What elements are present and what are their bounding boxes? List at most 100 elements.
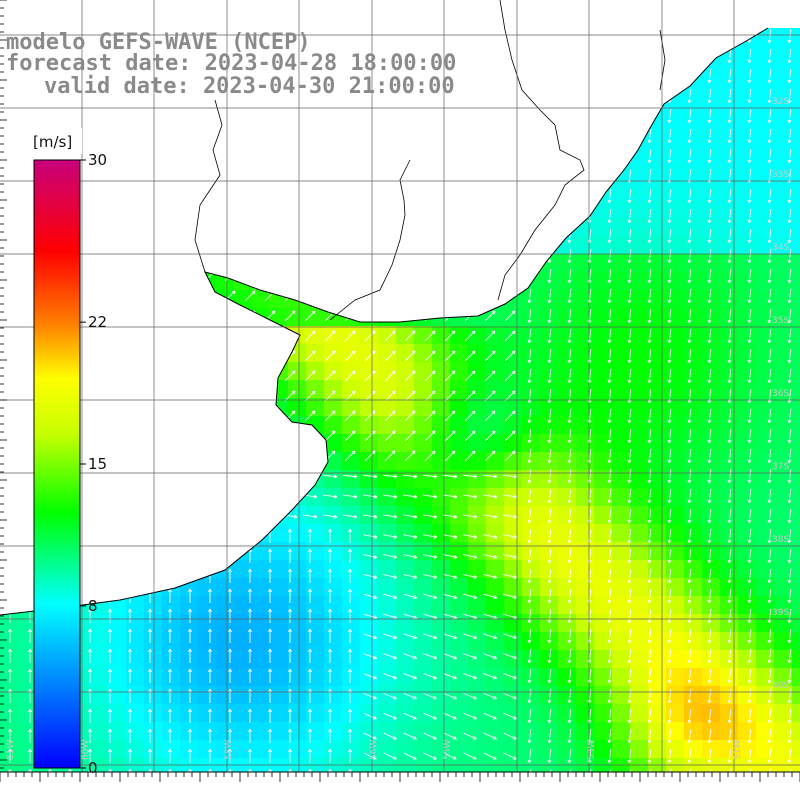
field-cell [360,596,378,614]
field-cell [126,578,144,596]
wind-arrow [244,330,256,342]
wind-arrow [24,350,36,362]
wind-arrow [208,608,212,623]
wind-arrow [727,568,732,584]
wind-arrow [328,548,332,563]
field-cell [0,488,18,506]
field-cell [522,740,540,758]
wind-arrow [184,250,196,262]
field-cell [180,218,198,236]
field-cell [198,614,216,632]
wind-arrow [384,370,396,382]
field-cell [630,632,648,650]
wind-arrow [707,548,712,564]
field-cell [792,74,800,92]
wind-arrow [104,130,116,142]
wind-arrow [627,428,632,444]
wind-arrow [164,410,176,422]
wind-arrow [83,494,98,499]
field-cell [324,578,342,596]
field-cell [684,488,702,506]
field-cell [108,128,126,146]
field-cell [432,272,450,290]
field-cell [648,704,666,722]
wind-arrow [567,148,572,164]
wind-arrow [527,348,532,364]
field-cell [270,182,288,200]
field-cell [126,614,144,632]
field-cell [378,506,396,524]
field-cell [360,110,378,128]
wind-arrow [527,268,532,284]
field-cell [684,398,702,416]
wind-arrow [627,248,632,264]
field-cell [0,344,18,362]
field-cell [666,272,684,290]
field-cell [720,146,738,164]
field-cell [396,398,414,416]
field-cell [216,434,234,452]
wind-arrow [647,568,652,584]
wind-arrow [444,190,456,202]
field-cell [594,542,612,560]
wind-arrow [747,68,752,84]
field-cell [144,524,162,542]
wind-arrow [647,468,652,484]
field-cell [252,272,270,290]
wind-arrow [607,448,612,464]
wind-arrow [304,350,316,362]
field-cell [792,128,800,146]
wind-arrow [667,428,672,444]
wind-arrow [208,528,212,543]
wind-arrow [607,208,612,224]
wind-arrow [424,430,436,442]
wind-arrow [707,348,712,364]
wind-arrow [747,428,752,444]
field-cell [252,578,270,596]
field-cell [324,560,342,578]
field-cell [306,308,324,326]
wind-arrow [707,488,712,504]
wind-arrow [104,390,116,402]
field-cell [522,182,540,200]
wind-arrow [143,514,158,519]
field-cell [684,254,702,272]
field-cell [180,668,198,686]
field-cell [792,578,800,596]
field-cell [234,488,252,506]
field-cell [666,164,684,182]
field-cell [774,146,792,164]
wind-arrow [687,588,692,604]
wind-arrow [364,330,376,342]
field-cell [252,506,270,524]
wind-arrow [707,228,712,244]
field-cell [648,416,666,434]
wind-arrow [164,210,176,222]
wind-arrow [747,48,752,64]
field-cell [666,56,684,74]
wind-arrow [787,368,792,384]
wind-arrow [188,548,192,563]
field-cell [432,254,450,272]
field-cell [414,398,432,416]
wind-arrow [547,268,552,284]
field-cell [774,560,792,578]
field-cell [288,398,306,416]
field-cell [198,632,216,650]
field-cell [234,290,252,308]
field-cell [450,542,468,560]
field-cell [432,488,450,506]
field-cell [774,74,792,92]
wind-arrow [363,534,378,539]
wind-arrow [747,328,752,344]
field-cell [684,182,702,200]
wind-arrow [184,450,196,462]
field-cell [774,218,792,236]
field-cell [594,344,612,362]
wind-arrow [24,170,36,182]
field-cell [702,308,720,326]
wind-arrow [647,188,652,204]
field-cell [594,326,612,344]
field-cell [702,416,720,434]
wind-arrow [607,388,612,404]
